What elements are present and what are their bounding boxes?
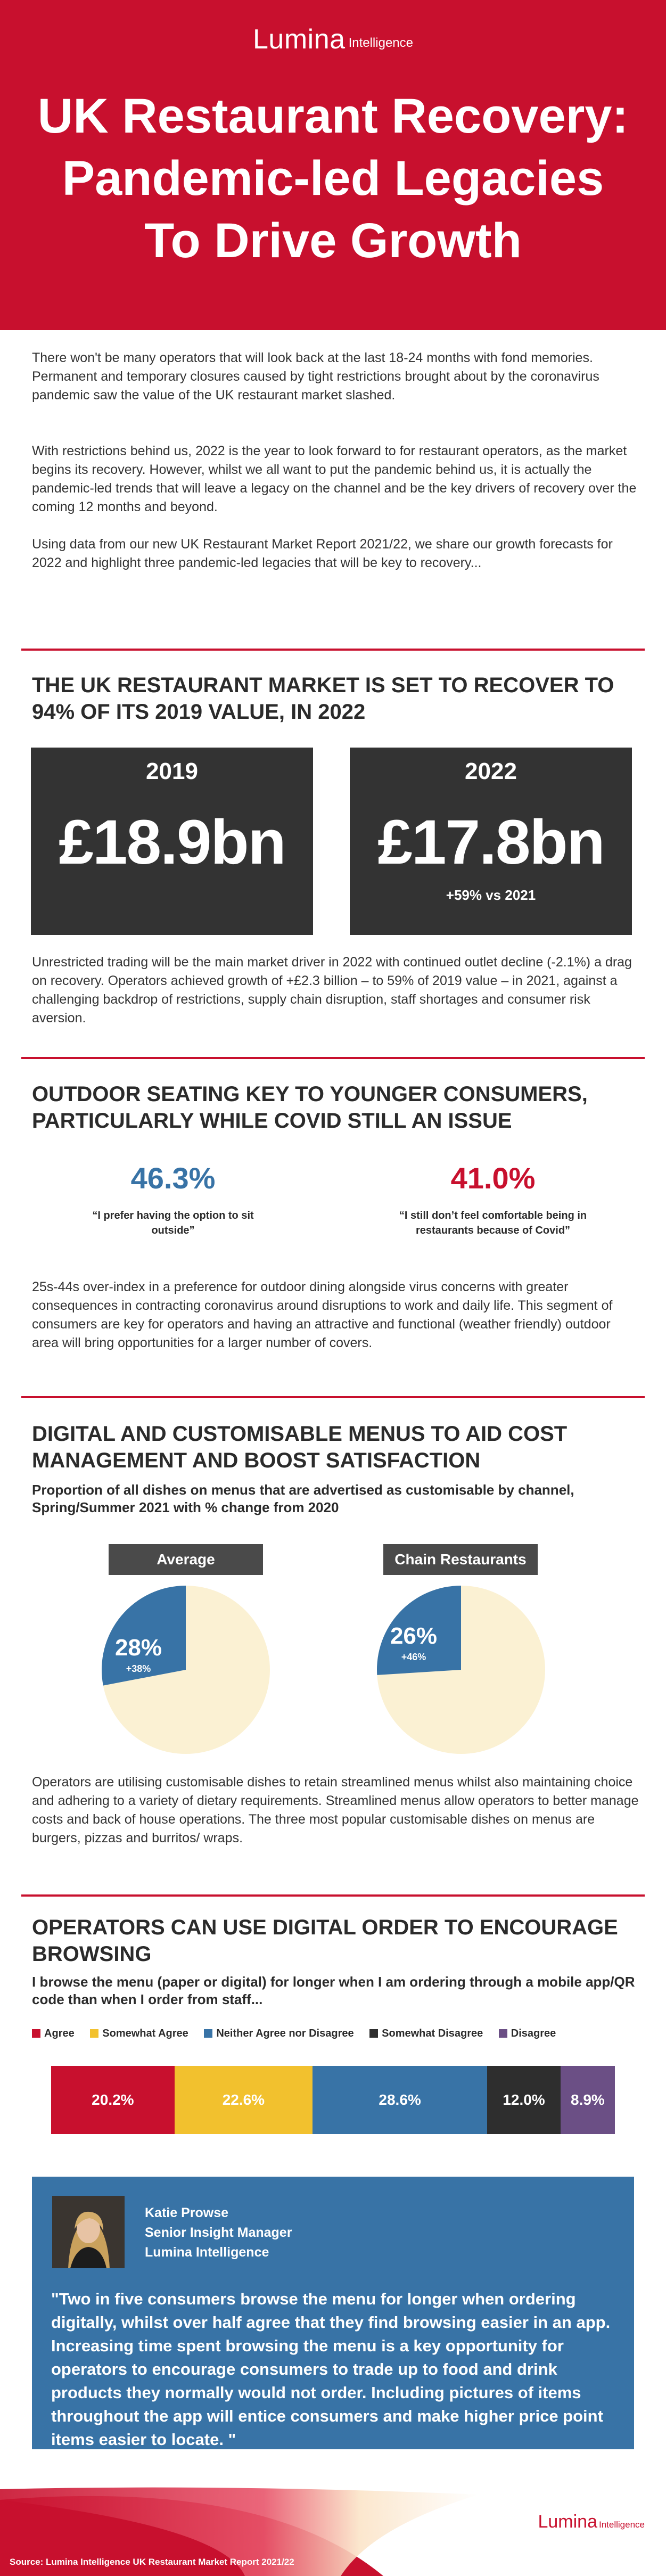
intro-paragraph-1: There won't be many operators that will … xyxy=(32,350,599,403)
pie-value: 26% xyxy=(390,1623,438,1649)
section-divider xyxy=(21,1396,645,1398)
market-value: £17.8bn xyxy=(377,807,605,877)
legend-swatch xyxy=(90,2029,99,2038)
pie-value: 28% xyxy=(114,1635,162,1661)
market-value: £18.9bn xyxy=(59,807,286,877)
bar-segment-disagree: 8.9% xyxy=(560,2066,615,2134)
logo-wordmark: Lumina xyxy=(538,2512,597,2532)
title-line-3: To Drive Growth xyxy=(144,214,522,268)
footer: Lumina Intelligence Source: Lumina Intell… xyxy=(0,2479,666,2576)
year-label: 2022 xyxy=(465,758,517,784)
legend-swatch xyxy=(498,2029,507,2038)
section-divider xyxy=(21,1894,645,1897)
pie-title-chain: Chain Restaurants xyxy=(383,1544,538,1575)
market-2022-box: 2022 £17.8bn +59% vs 2021 xyxy=(350,748,632,935)
pie-title-average: Average xyxy=(109,1544,263,1575)
pie-slice-customisable xyxy=(376,1586,461,1675)
pie-label-chain: 26% +46% xyxy=(384,1623,443,1663)
outdoor-stat-2: 41.0% “I still don’t feel comfortable be… xyxy=(360,1161,626,1238)
legend-swatch xyxy=(32,2029,40,2038)
lumina-logo: Lumina Intelligence xyxy=(0,23,666,55)
digital-section-title: Operators can use digital order to encou… xyxy=(32,1916,618,1966)
pie-change: +38% xyxy=(126,1663,151,1674)
stacked-bar-chart: 20.2% 22.6% 28.6% 12.0% 8.9% xyxy=(51,2066,615,2134)
year-label: 2019 xyxy=(146,758,198,784)
legend-item-agree: Agree xyxy=(32,2028,75,2040)
section-divider xyxy=(21,1057,645,1059)
author-role: Senior Insight Manager xyxy=(145,2225,292,2240)
bar-segment-neither-agree-nor-disagree: 28.6% xyxy=(313,2066,488,2134)
page-title: UK Restaurant Recovery: Pandemic-led Leg… xyxy=(21,85,645,272)
market-body-text: Unrestricted trading will be the main ma… xyxy=(32,955,632,1026)
footer-background xyxy=(0,2487,479,2576)
legend-swatch xyxy=(204,2029,213,2038)
market-2019-box: 2019 £18.9bn xyxy=(31,748,313,935)
legend-item-neither: Neither Agree nor Disagree xyxy=(204,2028,354,2040)
intro-paragraph-3: Using data from our new UK Restaurant Ma… xyxy=(32,537,613,570)
market-change: +59% vs 2021 xyxy=(446,887,536,903)
intro-paragraph-2: With restrictions behind us, 2022 is the… xyxy=(32,444,637,514)
header-banner: Lumina Intelligence UK Restaurant Recover… xyxy=(0,0,666,330)
stat-value: 41.0% xyxy=(450,1161,536,1195)
bar-segment-somewhat-disagree: 12.0% xyxy=(487,2066,561,2134)
market-section-title: The UK restaurant market is set to recov… xyxy=(32,674,614,724)
stat-quote: “I still don’t feel comfortable being in… xyxy=(399,1210,587,1236)
outdoor-stat-1: 46.3% “I prefer having the option to sit… xyxy=(40,1161,306,1238)
title-line-1: UK Restaurant Recovery: xyxy=(37,89,629,143)
quote-card: Katie Prowse Senior Insight Manager Lumi… xyxy=(32,2177,634,2449)
stat-value: 46.3% xyxy=(130,1161,216,1195)
menus-body-text: Operators are utilising customisable dis… xyxy=(32,1775,639,1845)
pie-chart-chain xyxy=(376,1586,545,1754)
person-portrait-icon xyxy=(52,2196,125,2268)
legend-item-disagree: Disagree xyxy=(498,2028,556,2040)
author-company: Lumina Intelligence xyxy=(145,2245,269,2260)
chart-legend: Agree Somewhat Agree Neither Agree nor D… xyxy=(32,2028,639,2040)
section-divider xyxy=(21,649,645,651)
menus-section-title: Digital and customisable menus to aid co… xyxy=(32,1422,568,1472)
title-line-2: Pandemic-led Legacies xyxy=(62,151,604,206)
logo-subtitle: Intelligence xyxy=(348,36,413,50)
author-name: Katie Prowse xyxy=(145,2205,229,2220)
pie-change: +46% xyxy=(401,1652,426,1662)
pie-label-average: 28% +38% xyxy=(109,1635,168,1675)
outdoor-body-text: 25s-44s over-index in a preference for o… xyxy=(32,1279,613,1350)
quote-text: "Two in five consumers browse the menu f… xyxy=(51,2290,611,2449)
outdoor-section-title: Outdoor seating key to younger consumers… xyxy=(32,1082,588,1133)
logo-wordmark: Lumina xyxy=(253,24,346,55)
legend-item-somewhat-disagree: Somewhat Disagree xyxy=(369,2028,483,2040)
source-citation: Source: Lumina Intelligence UK Restauran… xyxy=(10,2557,294,2567)
legend-item-somewhat-agree: Somewhat Agree xyxy=(90,2028,188,2040)
logo-subtitle: Intelligence xyxy=(598,2520,645,2530)
bar-segment-agree: 20.2% xyxy=(51,2066,175,2134)
avatar xyxy=(52,2196,125,2268)
menus-chart-subtitle: Proportion of all dishes on menus that a… xyxy=(32,1482,574,1515)
footer-lumina-logo: Lumina Intelligence xyxy=(538,2512,645,2532)
stat-quote: “I prefer having the option to sit outsi… xyxy=(92,1210,254,1236)
pie-chart-average xyxy=(102,1586,270,1754)
legend-swatch xyxy=(369,2029,379,2038)
digital-chart-subtitle: I browse the menu (paper or digital) for… xyxy=(32,1974,635,2007)
bar-segment-somewhat-agree: 22.6% xyxy=(174,2066,313,2134)
pie-slice-customisable xyxy=(102,1586,186,1686)
quote-author: Katie Prowse Senior Insight Manager Lumi… xyxy=(145,2203,292,2262)
